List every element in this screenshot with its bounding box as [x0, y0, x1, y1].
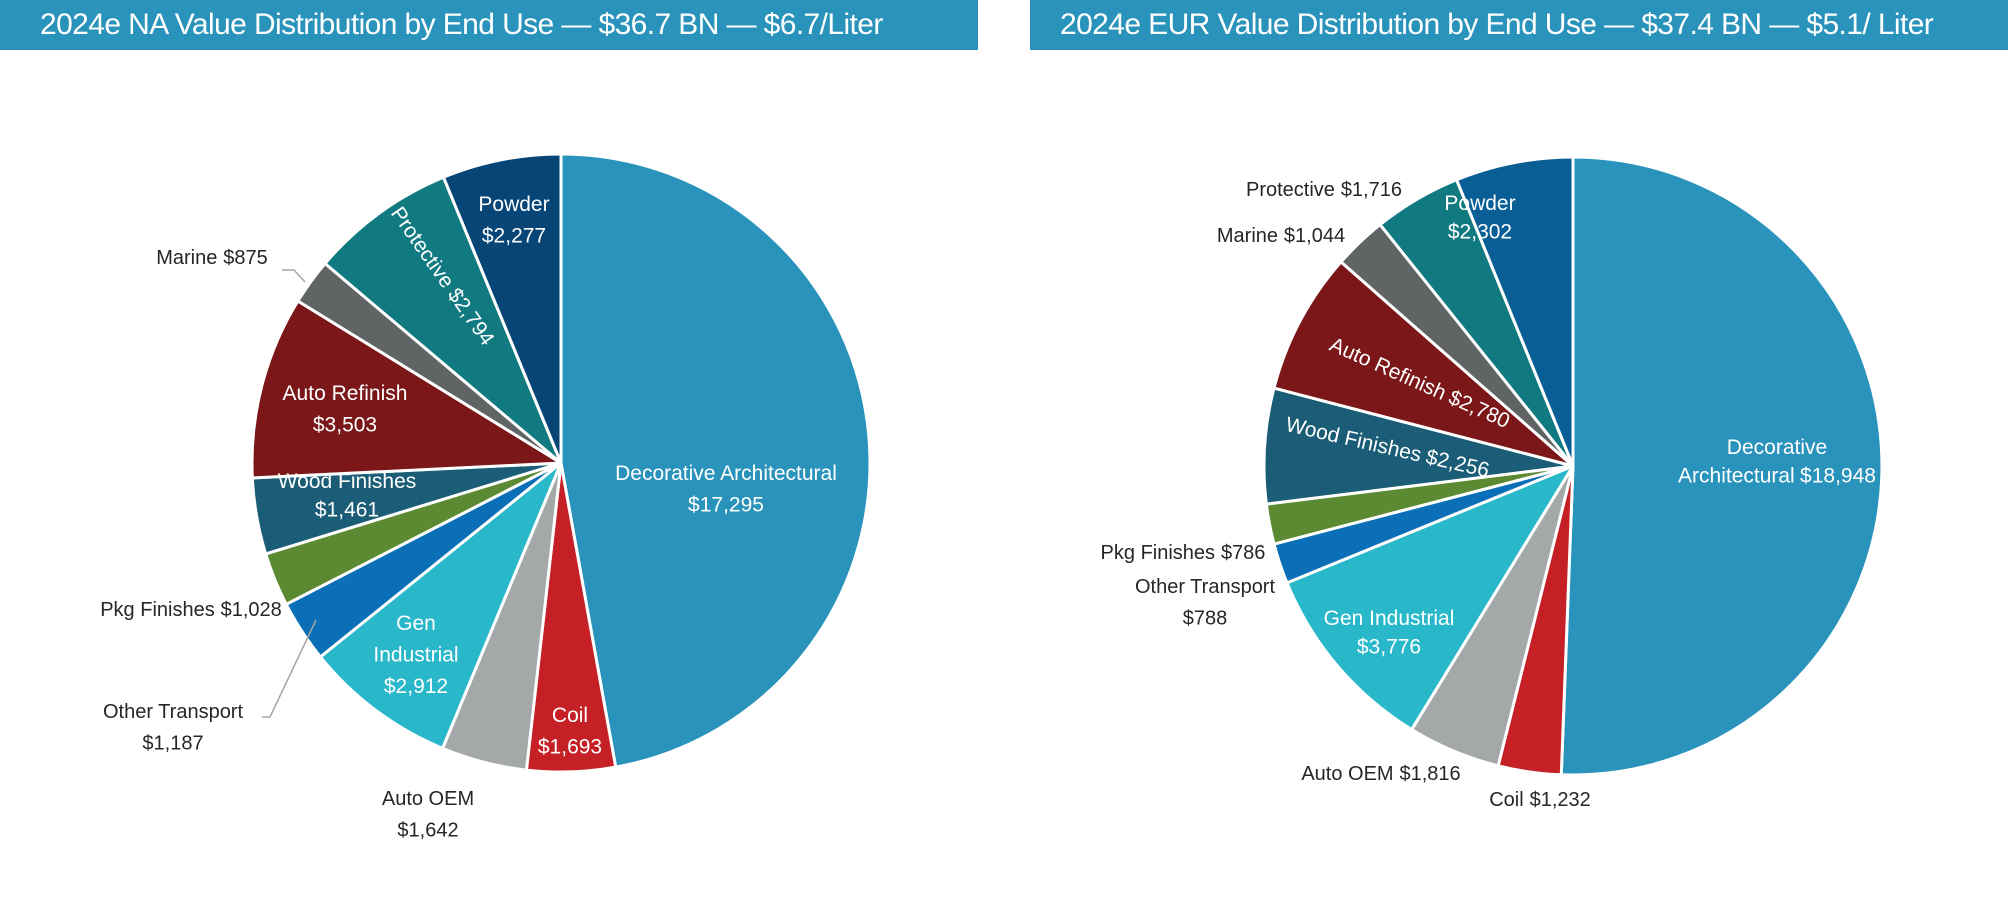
slice-value-label: $1,232 — [1530, 789, 1591, 811]
eur-chart-title: 2024e EUR Value Distribution by End Use … — [1030, 0, 2008, 50]
eur-label-gen-industrial: Gen Industrial $3,776 — [1324, 607, 1455, 659]
slice-category-label: Industrial — [373, 644, 458, 667]
eur-label-protective: Protective $1,716 — [1246, 179, 1402, 201]
slice-value-label: $2,912 — [384, 675, 448, 698]
slice-category-label: Auto Refinish — [283, 382, 408, 405]
na-label-text-pkg-finishes: Pkg Finishes $1,028 — [100, 599, 282, 621]
slice-category-label: Powder — [1444, 192, 1515, 215]
eur-pie-chart: Decorative Architectural $18,948 Coil $1,232… — [1101, 155, 1884, 811]
eur-label-text-auto-oem: Auto OEM $1,816 — [1301, 763, 1460, 785]
na-leader-line-marine — [282, 269, 306, 283]
na-chart-title: 2024e NA Value Distribution by End Use —… — [0, 0, 978, 50]
eur-label-pkg-finishes: Pkg Finishes $786 — [1101, 542, 1266, 564]
na-label-text-gen-industrial: Gen Industrial $2,912 — [373, 612, 458, 698]
na-slice-auto-refinish — [250, 299, 563, 480]
eur-label-text-gen-industrial: Gen Industrial $3,776 — [1324, 607, 1455, 659]
na-label-text-auto-refinish: Auto Refinish $3,503 — [283, 382, 408, 437]
slice-category-label: Marine — [1217, 225, 1278, 247]
slice-category-label: Coil — [552, 704, 588, 727]
slice-category-label: Decorative Architectural — [615, 462, 837, 485]
slice-value-label: $1,187 — [142, 733, 203, 755]
slice-value-label: $1,642 — [397, 820, 458, 842]
na-label-marine: Marine $875 — [156, 247, 268, 269]
slice-category-label: Architectural — [1678, 465, 1795, 488]
eur-label-text-coil: Coil $1,232 — [1489, 789, 1591, 811]
na-label-coil: Coil $1,693 — [538, 704, 602, 759]
eur-slice-decorative-architectural — [1559, 155, 1884, 777]
slice-value-label: $3,776 — [1357, 636, 1421, 659]
slice-value-label: $786 — [1221, 542, 1266, 564]
na-label-wood-finishes: Wood Finishes $1,461 — [278, 470, 417, 522]
eur-label-auto-oem: Auto OEM $1,816 — [1301, 763, 1460, 785]
na-slice-decorative-architectural — [559, 152, 872, 769]
slice-category-label: Marine — [156, 247, 217, 269]
na-label-text-wood-finishes: Wood Finishes $1,461 — [278, 470, 417, 522]
na-label-other-transport: Other Transport $1,187 — [103, 701, 244, 755]
slice-value-label: $875 — [223, 247, 268, 269]
slice-category-label: Gen — [396, 612, 436, 635]
na-label-text-coil: Coil $1,693 — [538, 704, 602, 759]
slice-value-label: $1,816 — [1399, 763, 1460, 785]
na-label-text-other-transport: Other Transport $1,187 — [103, 701, 244, 755]
slice-category-label: Gen Industrial — [1324, 607, 1455, 630]
slice-category-label: Wood Finishes — [278, 470, 417, 493]
eur-slice-powder — [1455, 155, 1575, 468]
na-slice-protective — [323, 175, 563, 465]
eur-label-text-powder: Powder $2,302 — [1444, 192, 1515, 244]
eur-label-powder: Powder $2,302 — [1444, 192, 1515, 244]
eur-label-decorative-architectural: Decorative Architectural $18,948 — [1678, 436, 1876, 488]
eur-label-text-pkg-finishes: Pkg Finishes $786 — [1101, 542, 1266, 564]
slice-category-label: Auto OEM — [1301, 763, 1393, 785]
na-label-text-powder: Powder $2,277 — [478, 193, 549, 248]
eur-label-text-protective: Protective $1,716 — [1246, 179, 1402, 201]
slice-value-label: $1,716 — [1341, 179, 1402, 201]
na-slice-powder — [441, 152, 563, 465]
na-label-gen-industrial: Gen Industrial $2,912 — [373, 612, 458, 698]
eur-label-text-decorative-architectural: Decorative Architectural $18,948 — [1678, 436, 1876, 488]
slice-category-label: Other Transport — [103, 701, 244, 723]
na-slice-gen-industrial — [318, 461, 563, 750]
na-label-text-marine: Marine $875 — [156, 247, 268, 269]
eur-label-text-other-transport: Other Transport $788 — [1135, 576, 1276, 630]
slice-category-label: Decorative — [1727, 436, 1827, 459]
na-leader-line-other-transport — [262, 619, 317, 718]
na-label-decorative-architectural: Decorative Architectural $17,295 — [615, 462, 837, 517]
slice-value-label: $1,028 — [221, 599, 282, 621]
slice-value-label: $18,948 — [1800, 465, 1876, 488]
slice-value-label: $1,461 — [315, 499, 379, 522]
na-label-auto-oem: Auto OEM $1,642 — [382, 788, 474, 842]
na-label-pkg-finishes: Pkg Finishes $1,028 — [100, 599, 282, 621]
slice-value-label: $1,044 — [1284, 225, 1345, 247]
na-label-text-decorative-architectural: Decorative Architectural $17,295 — [615, 462, 837, 517]
slice-category-label: Coil — [1489, 789, 1523, 811]
eur-label-other-transport: Other Transport $788 — [1135, 576, 1276, 630]
na-pie-chart: Decorative Architectural $17,295 Coil $1,69… — [100, 152, 872, 842]
eur-slice-gen-industrial — [1285, 464, 1575, 732]
na-label-auto-refinish: Auto Refinish $3,503 — [283, 382, 408, 437]
slice-category-label: Other Transport — [1135, 576, 1276, 598]
slice-value-label: $17,295 — [688, 494, 764, 517]
slice-value-label: $2,277 — [482, 225, 546, 248]
eur-label-text-marine: Marine $1,044 — [1217, 225, 1345, 247]
slice-category-label: Powder — [478, 193, 549, 216]
slice-category-label: Auto OEM — [382, 788, 474, 810]
eur-label-coil: Coil $1,232 — [1489, 789, 1591, 811]
na-label-text-auto-oem: Auto OEM $1,642 — [382, 788, 474, 842]
na-label-powder: Powder $2,277 — [478, 193, 549, 248]
slice-value-label: $2,302 — [1448, 221, 1512, 244]
eur-slice-auto-refinish — [1272, 260, 1575, 468]
slice-category-label: Pkg Finishes — [1101, 542, 1216, 564]
slice-category-label: Pkg Finishes — [100, 599, 215, 621]
slice-value-label: $788 — [1183, 608, 1228, 630]
slice-value-label: $1,693 — [538, 736, 602, 759]
slice-value-label: $3,503 — [313, 414, 377, 437]
eur-label-marine: Marine $1,044 — [1217, 225, 1345, 247]
slice-category-label: Protective — [1246, 179, 1335, 201]
